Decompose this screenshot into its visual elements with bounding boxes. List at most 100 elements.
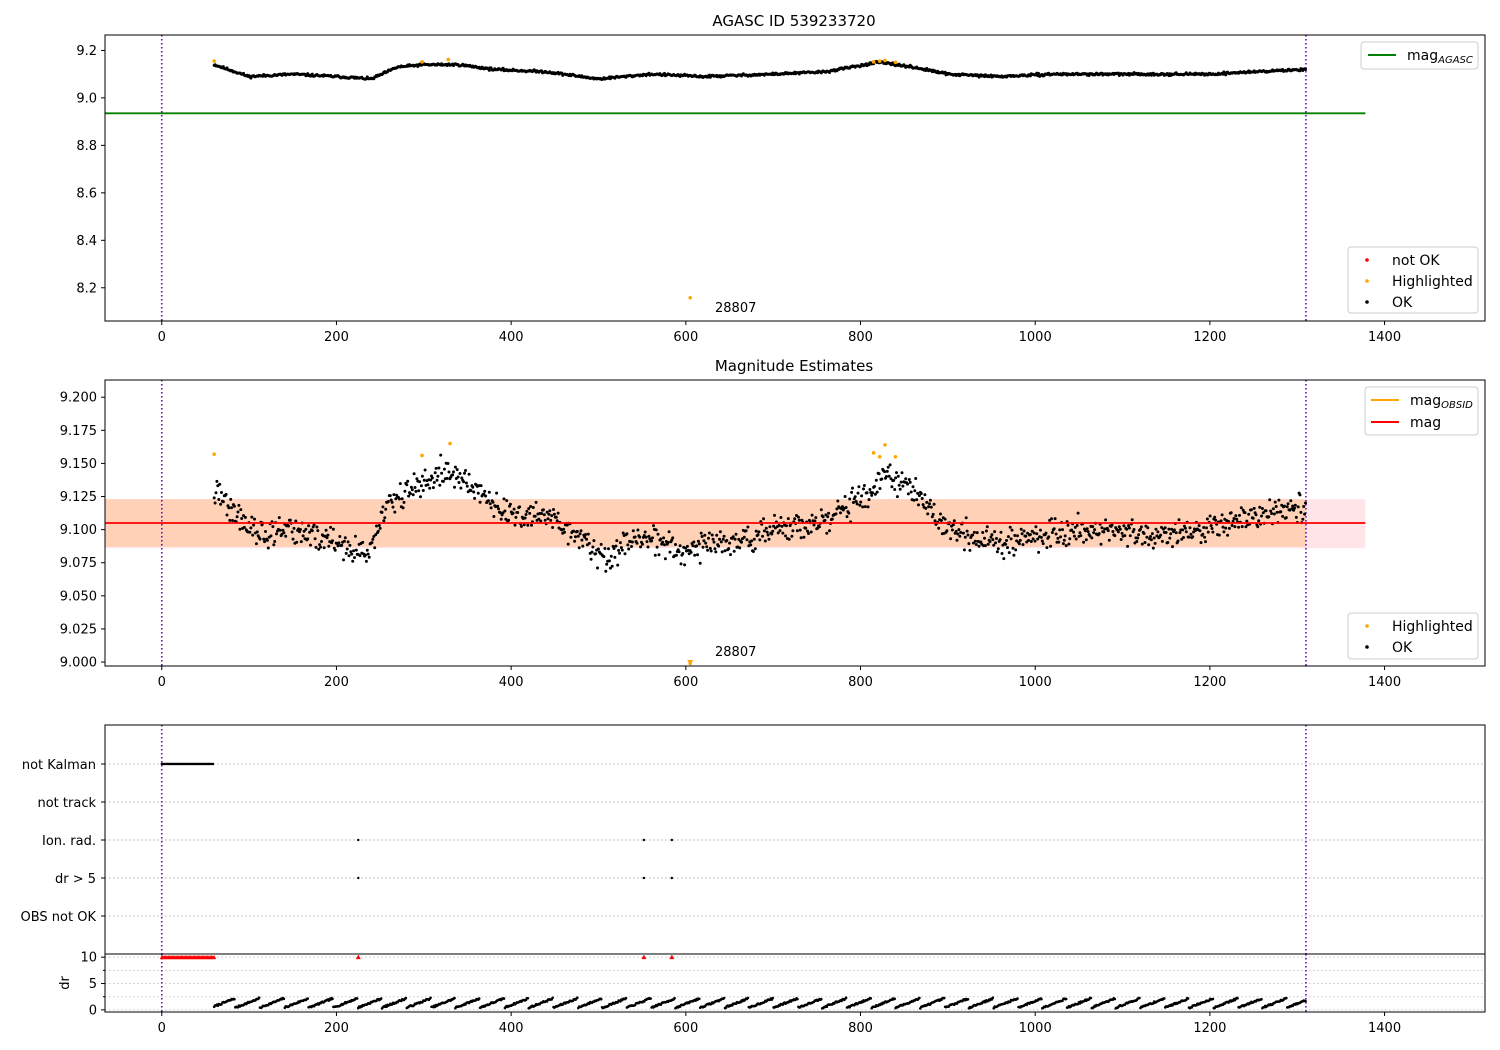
dr-point xyxy=(355,997,359,1000)
ok-point xyxy=(1274,505,1278,508)
ok-point xyxy=(419,484,423,488)
ok-point xyxy=(1086,530,1090,534)
ok-point xyxy=(967,542,971,546)
ok-point xyxy=(505,499,509,503)
dr-point xyxy=(1138,996,1141,1000)
ok-point xyxy=(1244,525,1248,529)
ok-point xyxy=(554,515,558,519)
ok-point xyxy=(806,529,809,533)
ok-point xyxy=(447,470,451,474)
ok-point xyxy=(920,497,924,500)
agasc-x-tick-label: 400 xyxy=(499,330,524,345)
ok-point xyxy=(1289,499,1293,503)
agasc-axes-frame xyxy=(104,34,1486,322)
ok-point xyxy=(1149,535,1152,538)
ok-point xyxy=(1056,536,1060,540)
ok-point xyxy=(715,533,719,537)
ok-point xyxy=(745,538,749,542)
ok-point xyxy=(717,544,721,548)
ok-point xyxy=(552,508,555,511)
ok-point xyxy=(809,530,813,534)
ok-point xyxy=(885,469,889,473)
ok-point xyxy=(1219,519,1223,523)
ok-point xyxy=(633,535,637,539)
ok-point xyxy=(868,488,872,491)
estimates-y-tick-label: 9.025 xyxy=(60,622,97,637)
ok-point xyxy=(541,508,545,512)
ok-point xyxy=(364,553,367,557)
ok-point xyxy=(1067,542,1071,546)
ok-point xyxy=(1251,516,1255,520)
dr-x-tick-label: 1200 xyxy=(1193,1021,1226,1036)
legend-frame xyxy=(1360,41,1479,70)
ok-point xyxy=(1182,536,1185,539)
ok-point xyxy=(407,494,411,498)
ok-point xyxy=(1022,529,1026,533)
ok-point xyxy=(1085,527,1089,531)
legend-sub-agasc: AGASC xyxy=(1437,55,1473,66)
ok-point xyxy=(1034,525,1038,529)
ok-point xyxy=(1167,527,1171,531)
ok-point xyxy=(1031,537,1035,541)
ok-point xyxy=(779,516,783,519)
ok-point xyxy=(1061,528,1064,532)
legend-label: not OK xyxy=(1392,253,1440,269)
ok-point xyxy=(889,477,893,481)
ok-point xyxy=(269,534,273,538)
ok-point xyxy=(1178,531,1182,535)
ok-point xyxy=(277,516,281,520)
estimates-x-tick-label: 1400 xyxy=(1368,675,1401,690)
ok-point xyxy=(392,493,396,497)
ok-point xyxy=(800,518,804,522)
ok-point xyxy=(928,502,931,506)
ok-point xyxy=(1054,532,1058,536)
ok-point xyxy=(1304,501,1307,505)
dr-point xyxy=(576,996,579,999)
ok-point xyxy=(1117,525,1121,529)
ok-point xyxy=(933,519,937,523)
ok-point xyxy=(685,544,689,548)
ok-point xyxy=(1047,535,1051,539)
ok-point xyxy=(583,535,587,539)
ok-point xyxy=(916,491,920,495)
ok-point xyxy=(1107,538,1111,542)
ok-point xyxy=(566,542,570,546)
ok-point xyxy=(495,491,499,495)
ok-point xyxy=(254,542,258,546)
ok-point xyxy=(219,502,223,506)
ok-point xyxy=(556,511,560,515)
ok-point xyxy=(299,540,303,544)
ok-point xyxy=(523,516,527,520)
dr-point xyxy=(624,996,628,1000)
ok-point xyxy=(784,534,787,538)
ok-point xyxy=(1170,527,1174,531)
ok-point xyxy=(540,512,544,515)
ok-point xyxy=(887,474,891,478)
ok-point xyxy=(954,529,958,533)
ok-point xyxy=(525,509,529,513)
ok-point xyxy=(1099,542,1103,546)
ok-point xyxy=(851,486,854,490)
dr-x-tick-label: 400 xyxy=(499,1021,524,1036)
ok-point xyxy=(653,553,657,557)
ok-point xyxy=(238,527,242,531)
ok-point xyxy=(473,496,477,500)
ok-point xyxy=(1181,528,1185,532)
dr-point xyxy=(526,996,530,1000)
ok-point xyxy=(1169,532,1173,536)
ok-point xyxy=(384,507,388,511)
ok-point xyxy=(549,518,553,522)
ok-point xyxy=(272,543,276,547)
ok-point xyxy=(1018,538,1022,542)
ok-point xyxy=(519,524,523,528)
estimates-y-tick-label: 9.125 xyxy=(60,490,97,505)
ok-point xyxy=(306,537,310,541)
ok-point xyxy=(702,539,706,543)
ok-point xyxy=(310,529,314,533)
ok-point xyxy=(708,546,712,550)
ok-point xyxy=(492,515,496,518)
ok-point xyxy=(344,551,348,555)
ok-point xyxy=(1271,507,1275,511)
ok-point xyxy=(590,550,594,554)
ok-point xyxy=(578,532,582,536)
